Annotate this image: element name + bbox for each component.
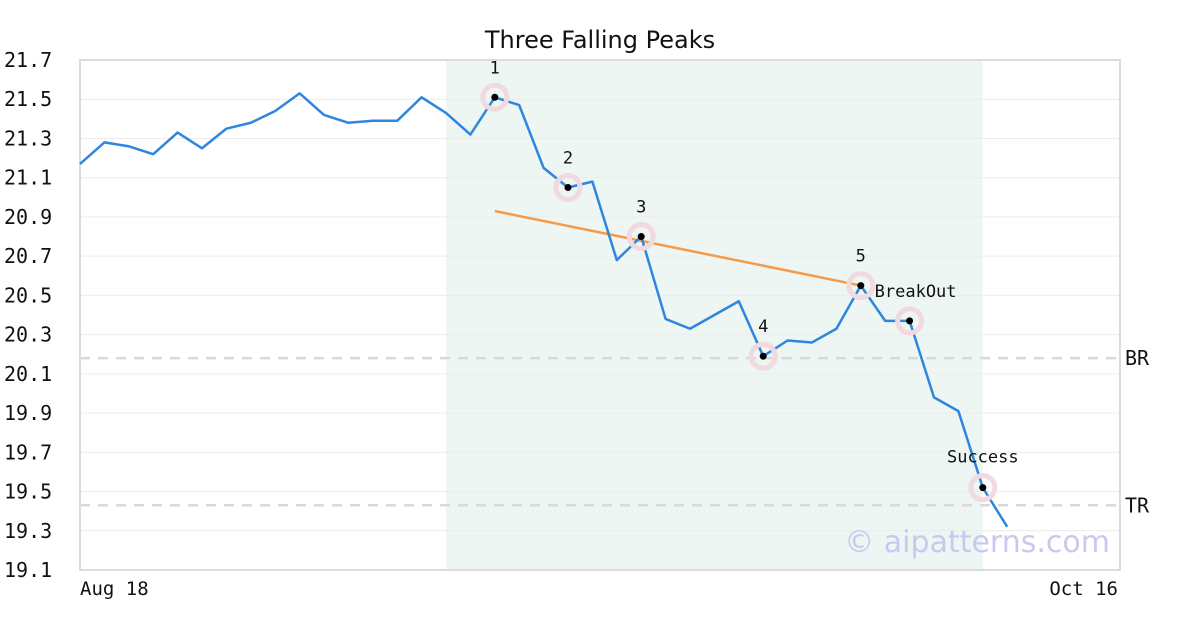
- marker-ring: [748, 341, 778, 371]
- chart-title: Three Falling Peaks: [484, 26, 715, 54]
- y-tick-label: 20.9: [4, 205, 52, 229]
- marker-ring: [553, 173, 583, 202]
- marker-label: BreakOut: [875, 282, 957, 302]
- watermark: © aipatterns.com: [844, 525, 1110, 560]
- x-tick-label: Oct 16: [1049, 578, 1118, 600]
- y-tick-label: 21.1: [4, 166, 52, 190]
- y-tick-label: 19.7: [4, 440, 52, 464]
- y-tick-label: 19.1: [4, 558, 52, 582]
- x-axis-ticks: Aug 18 Oct 16: [80, 578, 1118, 600]
- marker-ring: [846, 271, 876, 301]
- marker-ring: [895, 306, 925, 336]
- marker-label: Success: [947, 448, 1019, 468]
- marker-point: [491, 93, 499, 101]
- y-tick-label: 21.3: [4, 126, 52, 150]
- reference-line-label: BR: [1125, 346, 1150, 370]
- marker-label: 1: [490, 58, 500, 78]
- y-tick-label: 20.1: [4, 362, 52, 386]
- marker-point: [857, 282, 865, 290]
- marker-ring: [480, 82, 510, 112]
- y-tick-label: 20.3: [4, 323, 52, 347]
- pattern-markers: 1 2 3 4 5 BreakOut Success: [480, 58, 1019, 503]
- marker-point: [637, 233, 645, 241]
- marker-label: 5: [856, 247, 866, 267]
- marker-ring: [626, 222, 656, 252]
- plot-frame: [79, 59, 1121, 571]
- marker-label: 3: [636, 198, 646, 218]
- marker-label: 4: [758, 317, 768, 337]
- marker-point: [759, 352, 767, 360]
- trend-line: [494, 209, 862, 287]
- y-tick-label: 19.3: [4, 519, 52, 543]
- marker-label: 2: [563, 149, 573, 169]
- y-tick-label: 20.7: [4, 244, 52, 268]
- marker-point: [906, 317, 914, 325]
- marker-ring: [968, 473, 998, 503]
- reference-lines: BR TR: [80, 346, 1150, 517]
- y-tick-label: 21.5: [4, 87, 52, 111]
- marker-point: [979, 484, 987, 492]
- marker-point: [564, 184, 572, 191]
- y-tick-label: 19.9: [4, 401, 52, 425]
- y-axis-ticks: 21.7 21.5 21.3 21.1 20.9 20.7 20.5 20.3 20.1 19.9…: [4, 48, 52, 582]
- y-tick-label: 19.5: [4, 480, 52, 504]
- y-tick-label: 21.7: [4, 48, 52, 72]
- x-tick-label: Aug 18: [80, 578, 149, 600]
- price-series-line: [79, 92, 1009, 528]
- y-tick-label: 20.5: [4, 283, 52, 307]
- reference-line-label: TR: [1125, 493, 1150, 517]
